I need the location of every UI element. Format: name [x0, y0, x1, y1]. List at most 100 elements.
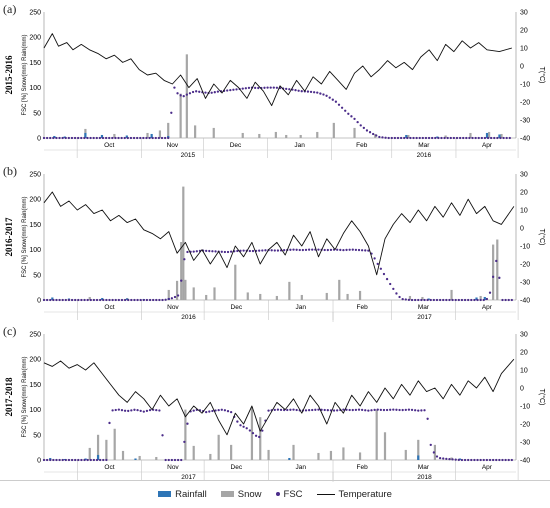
fsc-point — [454, 458, 457, 461]
snowfall-bar — [407, 134, 410, 138]
fsc-point — [448, 458, 451, 461]
fsc-point — [254, 86, 257, 90]
fsc-point — [502, 136, 505, 140]
fsc-point — [108, 136, 111, 140]
snowfall-bar — [358, 452, 362, 460]
snowfall-bar — [444, 135, 447, 138]
fsc-point — [108, 421, 111, 425]
fsc-point — [368, 131, 372, 134]
fsc-point — [479, 458, 482, 462]
fsc-point — [52, 458, 55, 462]
snowfall-bar — [205, 294, 208, 300]
snowfall-bar — [113, 133, 116, 138]
fsc-point — [414, 409, 417, 412]
fsc-point — [331, 98, 334, 101]
fsc-point — [170, 297, 174, 300]
fsc-point — [295, 408, 298, 412]
fsc-point — [326, 248, 329, 252]
fsc-point — [83, 136, 86, 140]
fsc-point — [92, 298, 96, 302]
fsc-point — [415, 136, 418, 140]
x-tick-month-label: Jan — [294, 142, 305, 149]
x-tick-month-label: Apr — [482, 142, 493, 149]
snowfall-bar — [180, 242, 183, 300]
fsc-point — [286, 408, 289, 412]
fsc-point — [498, 458, 501, 462]
y-axis-right-label: T(°C) — [538, 67, 546, 84]
snowfall-bar — [155, 456, 158, 460]
snowfall-bar — [450, 457, 453, 460]
fsc-point — [491, 458, 495, 462]
fsc-point — [77, 458, 80, 462]
fsc-point — [379, 408, 382, 412]
rainfall-bar — [63, 458, 66, 460]
fsc-point — [160, 136, 164, 140]
fsc-point — [102, 458, 105, 462]
snowfall-bar — [353, 127, 356, 138]
snowfall-bar — [496, 239, 499, 300]
fsc-point — [401, 297, 404, 301]
rainfall-bar — [84, 458, 87, 460]
fsc-point — [370, 409, 373, 412]
fsc-point — [102, 298, 105, 302]
rainfall-bar — [498, 134, 501, 138]
fsc-point — [176, 458, 180, 462]
fsc-point — [398, 408, 401, 412]
fsc-point — [485, 297, 489, 301]
rainfall-bar — [485, 132, 489, 138]
fsc-point — [418, 136, 421, 140]
y-tick-right-label: 0 — [520, 226, 524, 233]
fsc-point — [451, 298, 454, 302]
rainfall-bar — [126, 298, 129, 300]
snowfall-bar — [138, 455, 141, 460]
fsc-point — [498, 276, 501, 279]
fsc-point — [421, 136, 424, 140]
fsc-point — [345, 408, 348, 411]
snowfall-bar — [487, 131, 491, 138]
fsc-point — [304, 248, 308, 252]
y-tick-left-label: 200 — [29, 357, 41, 364]
fsc-point — [339, 248, 342, 252]
fsc-point — [376, 262, 379, 265]
fsc-point — [127, 409, 130, 413]
fsc-point — [95, 298, 99, 302]
fsc-point — [55, 458, 58, 462]
fsc-point — [350, 115, 353, 118]
fsc-point — [145, 409, 149, 413]
fsc-point — [438, 298, 442, 302]
fsc-point — [493, 136, 496, 140]
fsc-point — [273, 408, 276, 412]
fsc-point — [435, 455, 439, 458]
x-tick-month-label: Mar — [418, 304, 430, 311]
fsc-point — [423, 409, 426, 412]
snowfall-bar — [375, 409, 378, 460]
chart-legend: Rainfall Snow FSC Temperature — [0, 484, 550, 504]
fsc-point — [507, 298, 510, 302]
y-tick-right-label: 10 — [520, 208, 528, 215]
fsc-point — [92, 136, 95, 140]
fsc-point — [297, 89, 300, 92]
fsc-point — [191, 90, 195, 94]
fsc-point — [229, 250, 233, 253]
y-tick-right-label: 20 — [520, 28, 528, 35]
legend-label: Temperature — [338, 488, 392, 500]
fsc-point — [183, 258, 186, 261]
y-tick-left-label: 200 — [29, 197, 41, 204]
snowfall-bar — [500, 133, 503, 138]
fsc-point — [45, 136, 49, 140]
fsc-point — [77, 298, 80, 302]
legend-item-temperature: Temperature — [316, 488, 392, 500]
fsc-point — [64, 458, 67, 462]
fsc-point — [126, 136, 129, 140]
snowfall-bar — [358, 290, 362, 300]
x-tick-month-label: Feb — [357, 464, 369, 471]
fsc-point — [77, 136, 80, 140]
fsc-point — [403, 136, 406, 140]
rainfall-bar — [100, 134, 104, 138]
fsc-point — [288, 88, 291, 91]
fsc-point — [426, 417, 429, 420]
fsc-point — [485, 458, 489, 462]
fsc-point — [272, 86, 275, 89]
snowfall-bar — [209, 453, 212, 460]
rainfall-bar — [288, 457, 291, 460]
